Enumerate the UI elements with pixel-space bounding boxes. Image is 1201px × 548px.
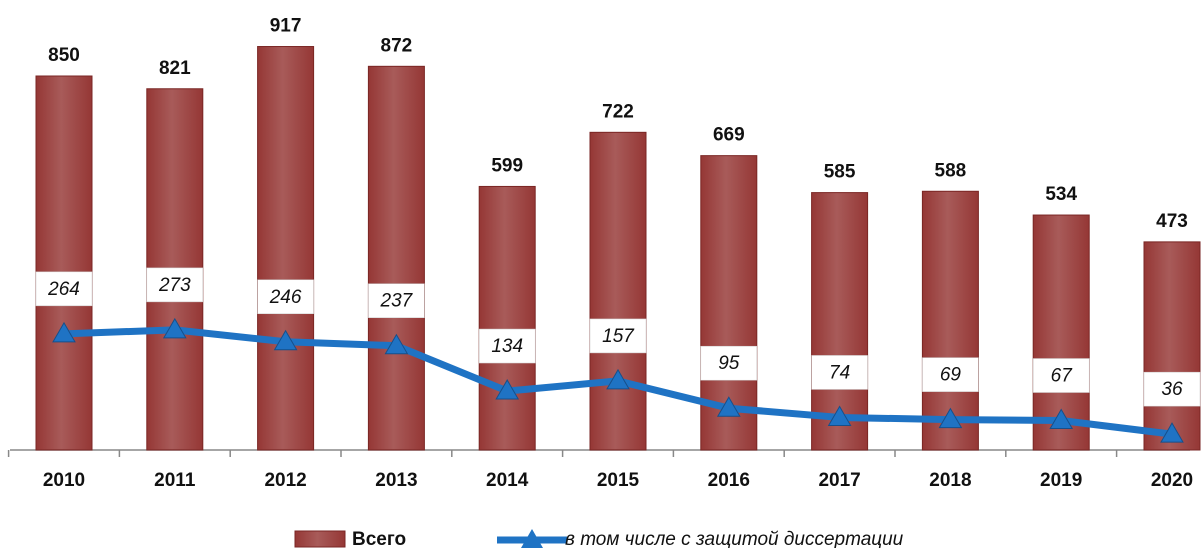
line-marker (1160, 422, 1184, 443)
line-marker (384, 333, 409, 355)
line-label-box (589, 318, 647, 354)
bar (367, 65, 425, 451)
x-tick-label: 2016 (708, 470, 750, 491)
line-label-box (700, 345, 758, 381)
line-label-box (922, 357, 979, 392)
x-tick-label: 2012 (264, 470, 306, 491)
line-marker (938, 407, 963, 429)
line-label-box (811, 355, 868, 390)
line-value-label: 69 (940, 365, 962, 386)
line-marker (606, 368, 630, 390)
bar-value-label: 872 (381, 35, 413, 56)
bar (478, 185, 536, 451)
x-tick-label: 2011 (154, 470, 196, 491)
x-tick-label: 2013 (375, 470, 417, 491)
line-marker (716, 396, 741, 417)
line-value-label: 134 (491, 336, 523, 357)
line-label-box (35, 271, 93, 307)
line-label-box (1143, 371, 1201, 407)
legend-label: Всего (352, 529, 406, 548)
bar (257, 46, 315, 451)
line-label-box (478, 328, 536, 364)
x-tick-label: 2017 (818, 470, 860, 491)
bar-value-label: 585 (824, 162, 856, 183)
line-value-label: 246 (269, 287, 302, 308)
bar (921, 190, 979, 451)
bar-value-label: 588 (935, 160, 967, 181)
bar (1143, 241, 1201, 451)
line-value-label: 237 (380, 291, 414, 312)
bar-value-label: 599 (491, 155, 523, 176)
line-label-box (368, 283, 425, 318)
bar-value-label: 722 (602, 101, 634, 122)
line-value-label: 157 (602, 326, 635, 347)
line-value-label: 67 (1051, 366, 1074, 387)
line-value-label: 273 (158, 275, 191, 296)
line-value-label: 264 (47, 279, 80, 300)
line-marker (273, 329, 298, 351)
line-value-label: 74 (829, 362, 850, 383)
line-label-box (1032, 358, 1090, 393)
line-marker (52, 321, 76, 343)
bar-value-label: 534 (1045, 184, 1077, 205)
line-marker (1049, 408, 1074, 430)
x-tick-label: 2019 (1040, 470, 1082, 491)
line-value-label: 95 (718, 353, 740, 374)
x-tick-label: 2018 (929, 470, 971, 491)
line-marker (827, 405, 852, 426)
bar (35, 75, 93, 451)
x-tick-label: 2020 (1151, 470, 1193, 491)
bar-value-label: 850 (48, 45, 80, 66)
legend-label: в том числе с защитой диссертации (565, 529, 904, 548)
line-value-label: 36 (1161, 379, 1183, 400)
bar-value-label: 669 (713, 125, 745, 146)
legend-marker (521, 529, 543, 548)
x-tick-label: 2014 (486, 470, 529, 491)
line-label-box (146, 267, 204, 303)
bar (589, 131, 647, 451)
x-tick-label: 2010 (43, 470, 85, 491)
legend-swatch (294, 530, 346, 548)
line-label-box (257, 279, 314, 315)
line-marker (162, 317, 187, 339)
x-tick-label: 2015 (597, 470, 640, 491)
bar-value-label: 917 (270, 16, 302, 37)
line-marker (495, 379, 520, 400)
bar-value-label: 473 (1156, 211, 1188, 232)
bar-value-label: 821 (159, 58, 191, 79)
